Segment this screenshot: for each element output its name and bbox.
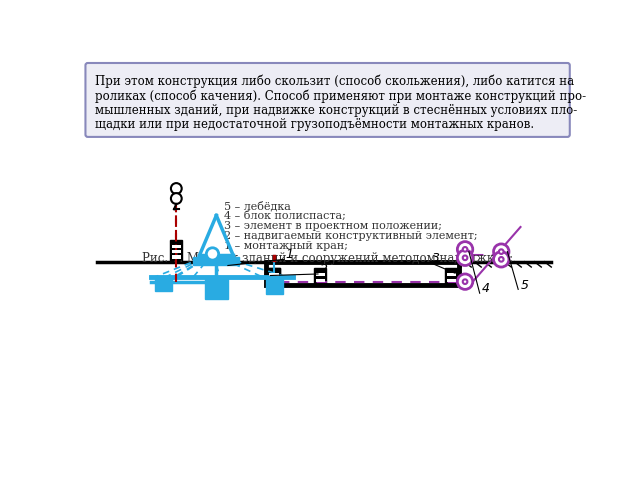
Bar [193,257,239,265]
Text: 4 – блок полиспаста;: 4 – блок полиспаста; [224,211,346,221]
Bar [447,273,456,276]
Circle shape [499,257,504,262]
Text: При этом конструкция либо скользит (способ скольжения), либо катится на: При этом конструкция либо скользит (спос… [95,74,575,88]
Circle shape [463,247,467,252]
Circle shape [171,193,182,204]
Circle shape [493,244,509,259]
Bar [268,268,280,285]
Text: 5: 5 [520,278,529,292]
Bar [266,262,459,285]
Bar [170,240,182,262]
Bar [269,278,279,282]
Bar [316,273,325,276]
Text: 2: 2 [320,263,328,276]
Bar [314,268,326,285]
Circle shape [463,255,467,260]
Bar [172,255,181,259]
Text: Рис. 7. Монтаж зданий и сооружений методом надвижкой:: Рис. 7. Монтаж зданий и сооружений метод… [143,252,513,264]
Circle shape [458,241,473,257]
Bar [269,273,279,276]
Circle shape [206,248,219,260]
Text: роликах (способ качения). Способ применяют при монтаже конструкций про-: роликах (способ качения). Способ применя… [95,89,587,103]
Bar [447,278,456,282]
Text: мышленных зданий, при надвижке конструкций в стеснённых условиях пло-: мышленных зданий, при надвижке конструкц… [95,104,578,117]
Text: 3 – элемент в проектном положении;: 3 – элемент в проектном положении; [224,221,442,231]
Text: 5 – лебёдка: 5 – лебёдка [224,201,291,211]
Circle shape [499,249,504,254]
Text: 3: 3 [432,252,440,264]
Circle shape [493,252,509,267]
Bar [172,245,181,248]
Bar [268,268,280,285]
FancyBboxPatch shape [86,63,570,137]
Circle shape [463,279,467,284]
Text: 1 – монтажный кран;: 1 – монтажный кран; [224,241,348,251]
Circle shape [458,250,473,265]
Circle shape [171,183,182,194]
Bar [316,278,325,282]
Bar [172,250,181,253]
Bar [269,278,279,282]
Text: 1: 1 [285,248,294,261]
Bar [155,277,172,291]
Bar [205,277,228,299]
Circle shape [458,274,473,289]
Text: 2 – надвигаемый конструктивный элемент;: 2 – надвигаемый конструктивный элемент; [224,231,477,241]
Bar [266,277,284,294]
Text: щадки или при недостаточной грузоподъёмности монтажных кранов.: щадки или при недостаточной грузоподъёмн… [95,119,534,132]
Bar [445,268,458,285]
Bar [269,273,279,276]
Text: 4: 4 [482,282,490,296]
